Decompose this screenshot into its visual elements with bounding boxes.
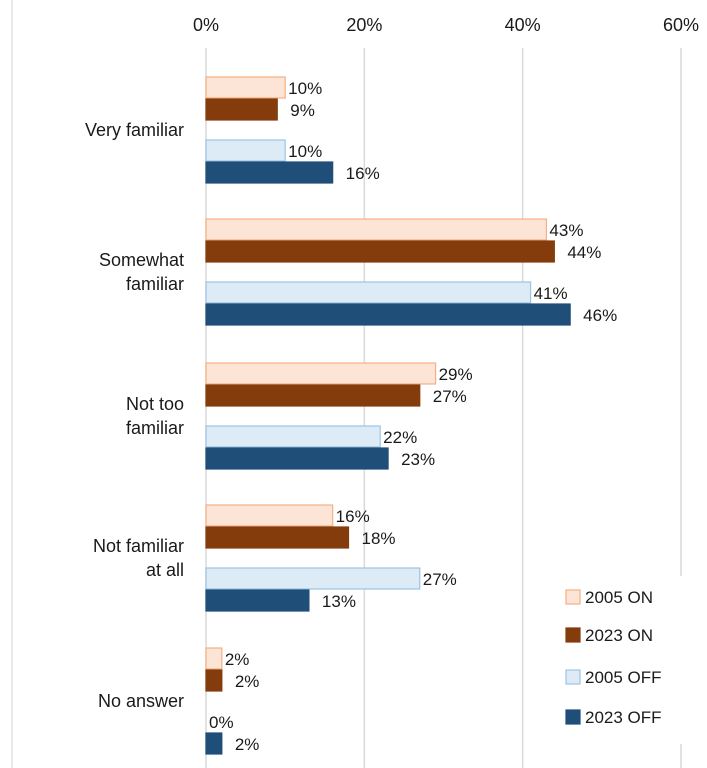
value-label: 27% [423,570,457,589]
bar [205,567,421,590]
bar [205,447,389,470]
value-label: 10% [288,142,322,161]
bar [205,669,223,692]
legend-swatch [565,669,581,685]
value-label: 2% [235,672,260,691]
value-label: 41% [534,284,568,303]
legend-label: 2005 ON [585,588,653,607]
category-label-line: familiar [126,418,184,438]
legend-swatch [565,709,581,725]
value-label: 2% [235,735,260,754]
bar [205,526,350,549]
value-label: 22% [383,428,417,447]
value-labels: 10% 43% 29% 16% 2% 9% 44% 27% 18% 2% 10% 41% 22% 27% 0… [209,79,617,754]
legend: 2005 ON 2023 ON 2005 OFF 2023 OFF [548,576,706,744]
value-label: 0% [209,713,234,732]
x-tick-label: 0% [193,15,219,35]
bar [205,218,548,241]
value-label: 16% [346,164,380,183]
bar [205,504,334,527]
category-label-line: Very familiar [85,120,184,140]
value-label: 2% [225,650,250,669]
value-label: 9% [290,101,315,120]
bar [205,139,286,162]
value-label: 18% [362,529,396,548]
value-label: 46% [583,306,617,325]
category-label: No answer [98,691,184,711]
category-label-line: Not familiar [93,536,184,556]
bar [205,161,334,184]
category-labels: Very familiar Somewhat familiar Not too fami… [85,120,184,711]
bar [205,425,381,448]
bar [205,303,571,326]
value-label: 23% [401,450,435,469]
bar [205,76,286,99]
bars [205,76,571,755]
value-label: 16% [336,507,370,526]
category-label: Not too familiar [126,394,184,438]
category-label-line: Not too [126,394,184,414]
bar [205,732,223,755]
category-label: Very familiar [85,120,184,140]
bar [205,384,421,407]
x-axis-ticks: 0% 20% 40% 60% [193,15,699,35]
bar [205,589,310,612]
category-label: Not familiar at all [93,536,184,580]
x-tick-label: 60% [663,15,699,35]
value-label: 43% [549,221,583,240]
legend-label: 2023 ON [585,626,653,645]
x-tick-label: 40% [505,15,541,35]
bar [205,240,555,263]
value-label: 10% [288,79,322,98]
x-tick-label: 20% [346,15,382,35]
bar [205,281,532,304]
category-label-line: at all [146,560,184,580]
value-label: 27% [433,387,467,406]
category-label-line: No answer [98,691,184,711]
bar [205,362,437,385]
category-label: Somewhat familiar [99,250,184,294]
legend-label: 2023 OFF [585,708,662,727]
value-label: 29% [439,365,473,384]
bar [205,98,278,121]
bar [205,647,223,670]
category-label-line: Somewhat [99,250,184,270]
legend-swatch [565,627,581,643]
category-label-line: familiar [126,274,184,294]
value-label: 13% [322,592,356,611]
value-label: 44% [567,243,601,262]
legend-label: 2005 OFF [585,668,662,687]
legend-swatch [565,589,581,605]
